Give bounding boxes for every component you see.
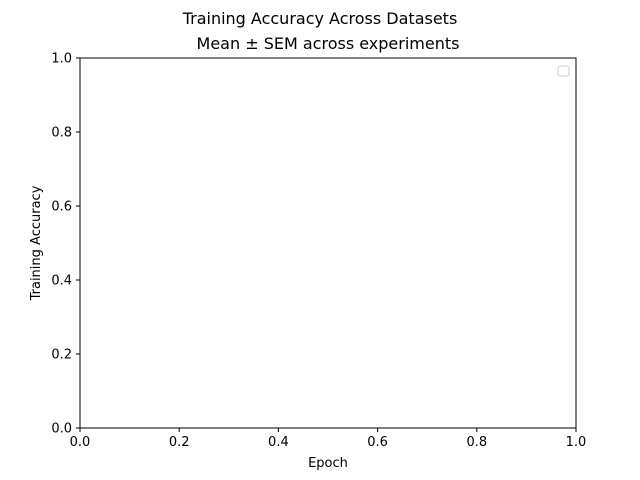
legend	[557, 65, 570, 77]
axes-frame	[79, 57, 577, 429]
y-tick-label: 0.2	[51, 348, 72, 363]
x-axis-label: Epoch	[308, 456, 348, 471]
x-tick-label: 0.4	[268, 435, 289, 450]
y-tick-label: 0.4	[51, 274, 72, 289]
y-tick-label: 1.0	[51, 52, 72, 67]
y-axis: 0.0 0.2 0.4 0.6 0.8 1.0	[51, 52, 80, 437]
x-tick-label: 0.2	[169, 435, 190, 450]
plot-area: 0.0 0.2 0.4 0.6 0.8 1.0 0.0 0.2 0.4 0.6 0.8 1.0	[51, 52, 586, 451]
y-tick-label: 0.8	[51, 126, 72, 141]
x-tick-label: 1.0	[566, 435, 587, 450]
chart-subtitle: Mean ± SEM across experiments	[197, 34, 460, 53]
y-tick-label: 0.0	[51, 422, 72, 437]
x-tick-label: 0.8	[466, 435, 487, 450]
y-axis-label: Training Accuracy	[29, 185, 44, 301]
x-axis: 0.0 0.2 0.4 0.6 0.8 1.0	[70, 428, 587, 450]
x-tick-label: 0.6	[367, 435, 388, 450]
chart-title: Training Accuracy Across Datasets	[182, 9, 458, 28]
legend-box	[557, 65, 570, 77]
y-tick-label: 0.6	[51, 200, 72, 215]
x-tick-label: 0.0	[70, 435, 91, 450]
